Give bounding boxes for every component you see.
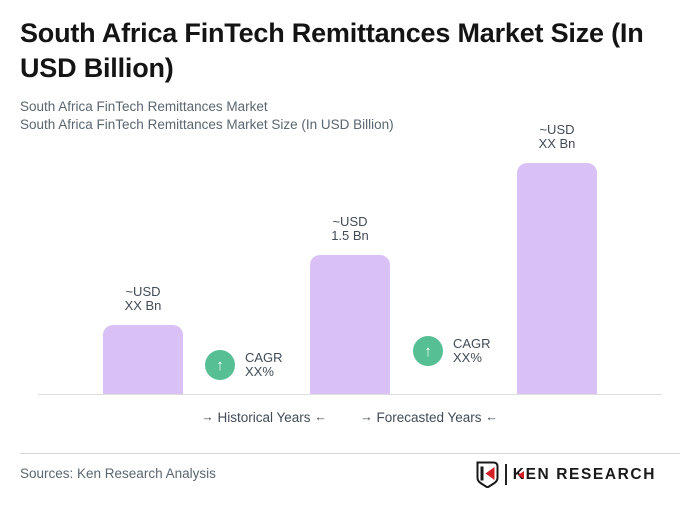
bar-label-line1: ~USD: [332, 214, 368, 229]
forecasted-years-label: → Forecasted Years ←: [360, 410, 498, 425]
period-label-text: Forecasted Years: [376, 410, 482, 425]
bar-label-line1: ~USD: [125, 284, 161, 299]
bar-value-label: ~USD XX Bn: [539, 123, 576, 151]
chart-subtitle: South Africa FinTech Remittances Market …: [20, 98, 394, 134]
bar-value-label: ~USD 1.5 Bn: [331, 215, 369, 243]
bar-value-label: ~USD XX Bn: [125, 285, 162, 313]
logo-wordmark: KEN RESEARCH: [513, 466, 656, 484]
bar-label-line2: 1.5 Bn: [331, 228, 369, 243]
bar-group-forecast: ~USD XX Bn: [517, 123, 597, 394]
bar-group-current: ~USD 1.5 Bn: [310, 215, 390, 394]
cagr-text: CAGR XX%: [245, 349, 283, 380]
historical-years-label: → Historical Years ←: [201, 410, 327, 425]
bar-forecast-year: [517, 163, 597, 394]
subtitle-line-1: South Africa FinTech Remittances Market: [20, 99, 268, 114]
bar-label-line2: XX Bn: [538, 136, 576, 151]
left-arrow-icon: ←: [485, 410, 498, 424]
bar-label-line2: XX Bn: [124, 298, 162, 313]
cagr-label: CAGR: [245, 349, 283, 365]
cagr-badge-historical: ↑ CAGR XX%: [205, 350, 283, 380]
right-arrow-icon: →: [201, 410, 214, 424]
bar-current-year: [310, 255, 390, 394]
page-title: South Africa FinTech Remittances Market …: [20, 18, 644, 83]
shield-k-icon: [476, 461, 499, 488]
subtitle-line-2: South Africa FinTech Remittances Market …: [20, 117, 394, 132]
logo-divider: [504, 464, 507, 485]
cagr-value: XX%: [453, 350, 482, 365]
bar-label-line1: ~USD: [539, 122, 575, 137]
cagr-text: CAGR XX%: [453, 335, 491, 366]
bar-group-historical-start: ~USD XX Bn: [103, 285, 183, 394]
red-wedge-icon: [517, 470, 524, 479]
up-arrow-icon: ↑: [205, 350, 235, 380]
right-arrow-icon: →: [360, 410, 373, 424]
x-axis-line: [38, 394, 662, 395]
up-arrow-icon: ↑: [413, 336, 443, 366]
sources-note: Sources: Ken Research Analysis: [20, 466, 216, 481]
left-arrow-icon: ←: [314, 410, 327, 424]
cagr-badge-forecast: ↑ CAGR XX%: [413, 336, 491, 366]
period-label-text: Historical Years: [217, 410, 311, 425]
bar-historical-start: [103, 325, 183, 394]
cagr-value: XX%: [245, 364, 274, 379]
logo-text: KEN RESEARCH: [512, 465, 656, 483]
ken-research-logo: KEN RESEARCH: [476, 461, 656, 488]
cagr-label: CAGR: [453, 335, 491, 351]
footer-divider: [20, 453, 680, 454]
